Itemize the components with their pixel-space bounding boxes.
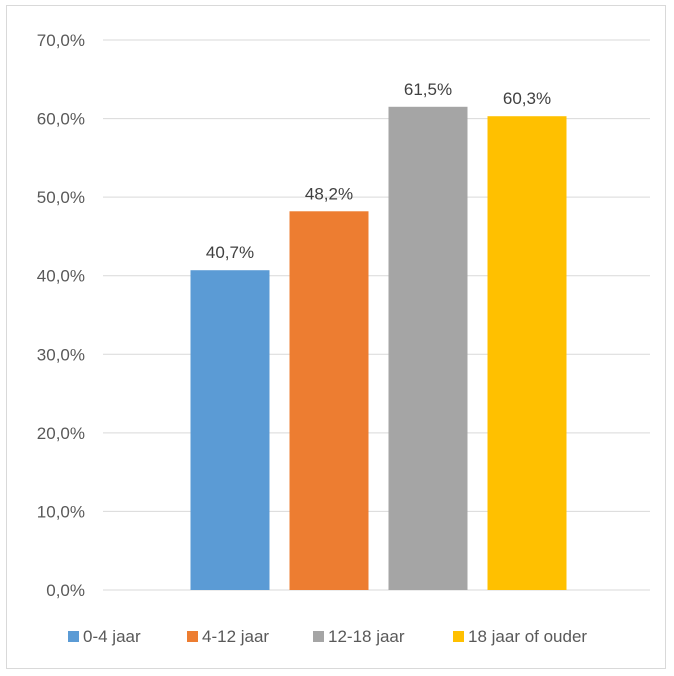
legend-swatch (187, 631, 198, 642)
bar (190, 270, 270, 590)
bar (388, 106, 468, 591)
y-tick-label: 70,0% (37, 31, 85, 50)
legend-label: 0-4 jaar (83, 627, 141, 646)
y-tick-label: 30,0% (37, 345, 85, 364)
data-label: 40,7% (206, 243, 254, 262)
y-tick-label: 0,0% (46, 581, 85, 600)
data-label: 61,5% (404, 80, 452, 99)
legend-label: 18 jaar of ouder (468, 627, 587, 646)
y-tick-label: 50,0% (37, 188, 85, 207)
legend-swatch (453, 631, 464, 642)
y-tick-label: 20,0% (37, 424, 85, 443)
legend-label: 4-12 jaar (202, 627, 269, 646)
legend-label: 12-18 jaar (328, 627, 405, 646)
y-tick-label: 10,0% (37, 502, 85, 521)
bar (487, 116, 567, 590)
bar (289, 211, 369, 591)
legend-swatch (68, 631, 79, 642)
y-tick-label: 60,0% (37, 110, 85, 129)
y-tick-label: 40,0% (37, 267, 85, 286)
data-label: 60,3% (503, 89, 551, 108)
legend-swatch (313, 631, 324, 642)
data-label: 48,2% (305, 184, 353, 203)
